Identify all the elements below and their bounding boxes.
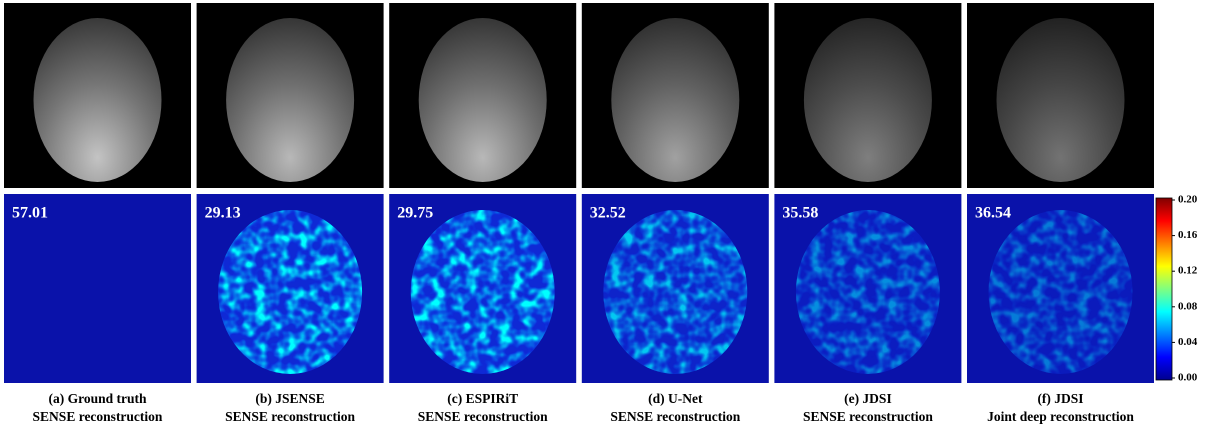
caption-line: SENSE reconstruction <box>225 409 355 424</box>
caption-line: (f) JDSI <box>1037 391 1083 406</box>
colorbar-ticks: 0.20 0.16 0.12 0.08 0.04 0.00 <box>1172 194 1198 384</box>
colorbar-tick-label: 0.12 <box>1178 265 1198 277</box>
head-slice <box>611 18 739 182</box>
colorbar-tick-label: 0.20 <box>1178 194 1198 206</box>
caption-line: (a) Ground truth <box>48 391 147 406</box>
figure: 57.01 (a) Ground truth SENSE reconstructio… <box>0 0 1210 430</box>
psnr-value: 57.01 <box>12 205 48 222</box>
psnr-value: 32.52 <box>590 205 626 222</box>
caption-line: SENSE reconstruction <box>610 409 740 424</box>
psnr-value: 35.58 <box>782 205 818 222</box>
head-slice <box>419 18 547 182</box>
caption-line: (d) U-Net <box>648 391 703 406</box>
colorbar-tick-label: 0.08 <box>1178 300 1198 312</box>
head-slice <box>226 18 354 182</box>
caption-line: (e) JDSI <box>844 391 892 406</box>
error-texture <box>989 210 1133 374</box>
psnr-value: 29.75 <box>397 205 433 222</box>
colorbar-tick-label: 0.00 <box>1178 372 1198 384</box>
psnr-value: 29.13 <box>205 205 241 222</box>
error-texture <box>218 210 362 374</box>
colorbar <box>1156 198 1172 380</box>
caption-line: Joint deep reconstruction <box>987 409 1134 424</box>
error-texture <box>603 210 747 374</box>
caption-line: (c) ESPIRiT <box>447 391 518 406</box>
head-slice <box>804 18 932 182</box>
error-map <box>4 194 191 383</box>
head-slice <box>34 18 162 182</box>
caption-line: SENSE reconstruction <box>33 409 163 424</box>
colorbar-tick-label: 0.04 <box>1178 336 1198 348</box>
head-slice <box>997 18 1125 182</box>
colorbar-tick-label: 0.16 <box>1178 229 1198 241</box>
panels: 57.01 (a) Ground truth SENSE reconstructio… <box>4 3 1154 424</box>
error-texture <box>411 210 555 374</box>
caption-line: SENSE reconstruction <box>803 409 933 424</box>
psnr-value: 36.54 <box>975 205 1011 222</box>
error-texture <box>796 210 940 374</box>
caption-line: (b) JSENSE <box>255 391 324 406</box>
caption-line: SENSE reconstruction <box>418 409 548 424</box>
